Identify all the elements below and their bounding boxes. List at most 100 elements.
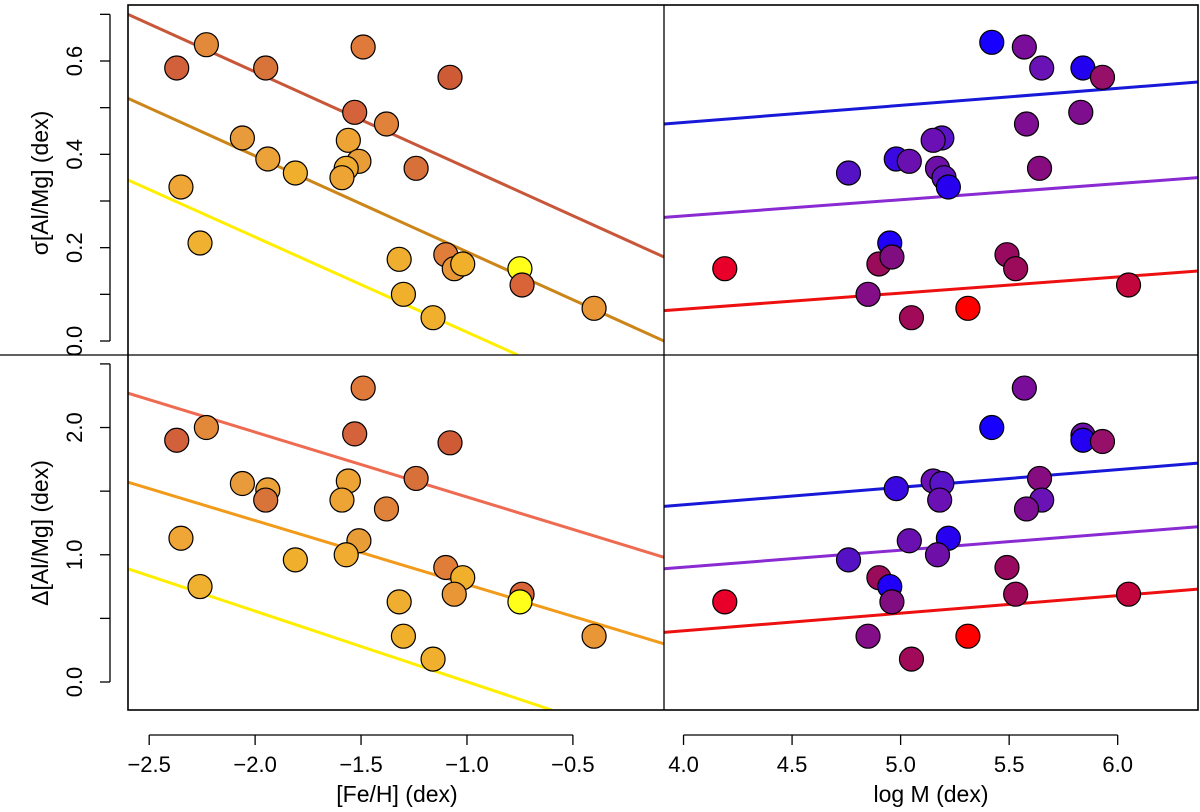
data-point-bottom-right-4: [1089, 428, 1116, 455]
data-point-bottom-left-5: [229, 470, 256, 497]
data-point-top-right-22: [1115, 272, 1142, 298]
data-point-top-left-23: [390, 281, 417, 307]
fit-line-top-right-red: [664, 269, 1198, 313]
data-point-top-right-5: [1068, 99, 1094, 125]
data-point-bottom-right-16: [994, 554, 1020, 581]
data-point-bottom-right-11: [1013, 496, 1040, 522]
data-point-top-left-20: [450, 251, 476, 277]
data-point-bottom-left-22: [507, 589, 533, 615]
data-point-bottom-right-21: [712, 589, 738, 615]
data-point-top-left-25: [581, 295, 607, 321]
data-point-bottom-right-14: [924, 542, 951, 568]
data-point-top-left-14: [329, 165, 355, 191]
x-axis-logm-tick-label: 4.5: [777, 752, 808, 777]
data-point-bottom-left-24: [581, 623, 607, 649]
data-point-top-right-21: [1003, 256, 1029, 282]
y-axis-sigma-tick-label: 0.6: [62, 46, 87, 77]
panel-bottom-right: [664, 375, 1198, 672]
data-point-top-right-17: [712, 256, 738, 282]
fit-line-bottom-left-upper: [128, 391, 664, 559]
data-point-top-left-24: [420, 305, 446, 331]
y-axis-delta-tick-label: 0.0: [62, 667, 87, 698]
data-point-top-left-12: [403, 155, 429, 181]
panel-top-right: [664, 29, 1198, 331]
data-point-top-left-8: [335, 127, 361, 153]
fit-line-top-right-blue: [664, 80, 1198, 126]
data-point-bottom-right-1: [979, 414, 1005, 441]
data-point-top-right-12: [1026, 155, 1053, 181]
data-point-top-left-7: [229, 125, 256, 151]
data-point-top-left-1: [193, 32, 219, 58]
data-point-top-right-6: [1013, 111, 1040, 137]
fit-line-bottom-right-red: [664, 587, 1198, 634]
data-point-top-right-8: [920, 127, 946, 153]
data-point-top-right-2: [1029, 55, 1055, 81]
data-point-top-right-0: [979, 29, 1005, 55]
axes-layer: −2.5 −2.0 −1.5 −1.0 −0.5 4.0 4.5 5.0 5.5 6.0 0.0 0.…: [0, 4, 1199, 777]
y-axis-label-delta: Δ[Al/Mg] (dex): [27, 460, 53, 606]
data-point-top-left-2: [253, 55, 279, 81]
data-point-top-left-16: [187, 230, 213, 256]
data-point-bottom-right-24: [955, 623, 981, 649]
data-point-bottom-left-25: [420, 646, 446, 672]
x-axis-feh-tick-label: −2.0: [233, 752, 276, 777]
data-point-bottom-left-15: [333, 542, 359, 568]
x-axis-feh-tick-label: −0.5: [551, 752, 594, 777]
data-point-bottom-left-9: [329, 487, 355, 513]
data-point-bottom-left-20: [441, 581, 467, 607]
data-point-top-right-10: [896, 148, 922, 174]
data-point-bottom-left-3: [342, 421, 368, 447]
x-axis-logm-tick-label: 4.0: [668, 752, 699, 777]
data-point-top-left-6: [373, 111, 400, 137]
y-axis-delta-tick-label: 2.0: [62, 412, 87, 443]
data-point-top-left-17: [386, 246, 412, 272]
data-point-bottom-right-22: [879, 589, 905, 615]
data-point-bottom-left-2: [350, 375, 376, 401]
data-point-bottom-left-14: [282, 547, 308, 573]
data-point-top-right-23: [855, 281, 881, 307]
data-point-bottom-left-1: [193, 414, 219, 441]
y-axis-sigma-tick-label: 0.4: [62, 139, 87, 170]
data-point-top-left-15: [168, 174, 194, 200]
x-axis-feh-tick-label: −1.0: [445, 752, 488, 777]
data-point-top-left-4: [437, 64, 463, 90]
y-axis-label-sigma: σ[Al/Mg] (dex): [27, 111, 53, 256]
data-point-bottom-left-19: [386, 589, 412, 615]
data-point-top-right-15: [935, 174, 961, 200]
data-point-bottom-left-7: [253, 487, 279, 513]
data-point-bottom-left-0: [164, 427, 190, 453]
x-axis-logm-tick-label: 6.0: [1102, 752, 1133, 777]
data-point-bottom-right-25: [898, 646, 925, 672]
data-point-top-right-19: [879, 244, 905, 270]
data-point-top-left-5: [342, 99, 368, 125]
data-point-top-right-24: [898, 305, 925, 331]
data-point-bottom-right-19: [1003, 581, 1029, 607]
x-axis-label-logm: log M (dex): [873, 781, 988, 807]
x-axis-feh-tick-label: −2.5: [127, 752, 170, 777]
data-point-top-left-22: [509, 272, 535, 298]
data-point-bottom-left-10: [403, 465, 429, 492]
data-point-bottom-left-12: [168, 525, 194, 551]
data-point-top-left-13: [282, 160, 308, 186]
fit-line-bottom-left-middle: [128, 480, 664, 646]
x-axis-logm-tick-label: 5.0: [885, 752, 916, 777]
fit-line-top-right-purple: [664, 176, 1198, 219]
fit-line-top-left-middle: [128, 96, 664, 343]
data-point-bottom-left-23: [390, 623, 417, 649]
data-point-bottom-left-11: [373, 496, 400, 522]
fit-line-top-left-lower: [128, 178, 519, 355]
data-point-bottom-right-20: [1115, 581, 1142, 607]
data-point-top-right-25: [955, 295, 981, 321]
data-point-top-left-0: [164, 55, 190, 81]
data-point-top-left-9: [255, 146, 281, 172]
x-axis-label-feh: [Fe/H] (dex): [336, 781, 457, 807]
panel-top-left: [128, 12, 664, 355]
data-point-bottom-right-9: [927, 487, 953, 513]
data-point-top-right-13: [835, 160, 862, 186]
data-point-top-right-1: [1011, 34, 1037, 60]
y-axis-sigma-tick-label: 0.2: [62, 232, 87, 263]
data-point-bottom-right-5: [1026, 465, 1053, 492]
data-point-bottom-left-18: [187, 573, 213, 600]
y-axis-delta-tick-label: 1.0: [62, 539, 87, 570]
